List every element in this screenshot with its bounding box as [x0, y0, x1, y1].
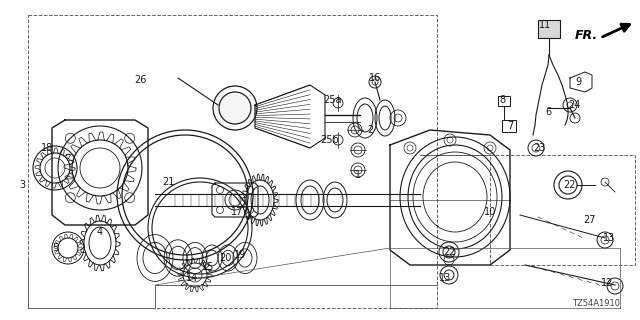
Text: 7: 7: [507, 121, 513, 131]
Bar: [28, 15, 437, 308]
Text: 17: 17: [231, 207, 243, 217]
Text: 25b: 25b: [321, 135, 339, 145]
Text: 12: 12: [601, 278, 613, 288]
Text: 6: 6: [545, 107, 551, 117]
Text: 22: 22: [443, 247, 455, 257]
Text: 11: 11: [539, 20, 551, 30]
Text: 10: 10: [484, 207, 496, 217]
Bar: [538, 20, 560, 38]
Text: 5: 5: [52, 243, 58, 253]
Text: 26: 26: [134, 75, 146, 85]
Text: FR.: FR.: [575, 28, 598, 42]
Text: 25a: 25a: [323, 95, 341, 105]
Text: 15: 15: [202, 262, 214, 272]
Text: 8: 8: [499, 95, 505, 105]
Text: 3: 3: [19, 180, 25, 190]
Bar: [490, 155, 635, 265]
Text: TZ54A1910: TZ54A1910: [572, 299, 620, 308]
Text: 1: 1: [355, 170, 361, 180]
Text: 14: 14: [186, 273, 198, 283]
Text: 13: 13: [603, 233, 615, 243]
Text: 13: 13: [439, 273, 451, 283]
Text: 24: 24: [568, 100, 580, 110]
Text: 19: 19: [234, 250, 246, 260]
Text: 9: 9: [575, 77, 581, 87]
Text: 27: 27: [584, 215, 596, 225]
Text: 20: 20: [219, 253, 231, 263]
Text: 21: 21: [162, 177, 174, 187]
Text: 2: 2: [367, 125, 373, 135]
Text: 18: 18: [41, 143, 53, 153]
Text: 23: 23: [533, 143, 545, 153]
Text: 22: 22: [563, 180, 575, 190]
Text: 16: 16: [369, 73, 381, 83]
Bar: [502, 120, 516, 132]
Text: 4: 4: [97, 227, 103, 237]
Bar: [498, 96, 510, 106]
